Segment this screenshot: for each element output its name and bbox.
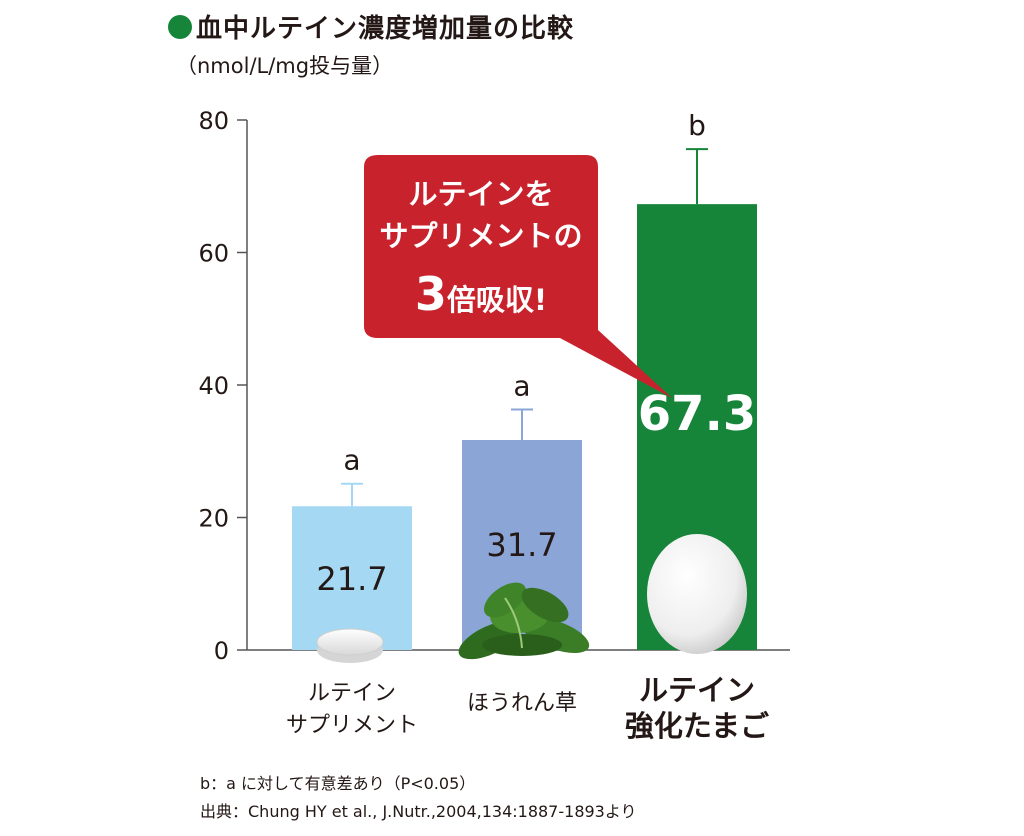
egg-shape bbox=[647, 534, 747, 654]
callout-multiplier: 3 bbox=[415, 267, 447, 321]
egg-icon bbox=[647, 534, 747, 654]
callout-shape bbox=[364, 155, 672, 398]
category-label-2-line-1: ほうれん草 bbox=[467, 691, 577, 716]
callout-line1: ルテインを bbox=[408, 177, 553, 211]
callout-line2: サプリメントの bbox=[379, 219, 582, 253]
chart-title: 血中ルテイン濃度増加量の比較 bbox=[196, 14, 575, 44]
significance-label-1: a bbox=[343, 444, 360, 477]
spinach-stem bbox=[504, 597, 523, 649]
callout-line3: 3倍吸収! bbox=[415, 267, 547, 321]
value-label-3: 67.3 bbox=[638, 386, 756, 442]
chart-title-row: 血中ルテイン濃度増加量の比較 bbox=[168, 8, 574, 45]
y-tick-label: 80 bbox=[198, 107, 229, 135]
bar-1 bbox=[292, 506, 412, 650]
spinach-leaf bbox=[483, 582, 527, 618]
value-label-2: 31.7 bbox=[486, 526, 557, 564]
source-note: 出典：Chung HY et al., J.Nutr.,2004,134:188… bbox=[200, 802, 637, 821]
category-label-1-line-1: ルテイン bbox=[308, 681, 396, 706]
y-tick-label: 60 bbox=[198, 240, 229, 268]
callout-bubble: ルテインを サプリメントの 3倍吸収! bbox=[364, 155, 672, 398]
spinach-icon bbox=[458, 582, 590, 660]
value-label-1: 21.7 bbox=[316, 560, 387, 598]
y-axis-unit: （nmol/L/mg投与量） bbox=[176, 54, 394, 78]
tablet-top bbox=[316, 628, 384, 656]
spinach-leaf bbox=[521, 587, 569, 623]
significance-label-2: a bbox=[513, 370, 530, 403]
green-dot-icon bbox=[168, 14, 192, 39]
category-label-3-line-1: ルテイン bbox=[639, 673, 755, 707]
y-tick-label: 40 bbox=[198, 372, 229, 400]
category-label-1-line-2: サプリメント bbox=[286, 713, 418, 738]
callout-line3-rest: 倍吸収! bbox=[447, 283, 547, 317]
significance-label-3: b bbox=[688, 109, 706, 142]
y-tick-label: 20 bbox=[198, 505, 229, 533]
y-tick-label: 0 bbox=[214, 637, 229, 665]
footnotes: b：a に対して有意差あり（P<0.05） 出典：Chung HY et al.… bbox=[200, 770, 637, 826]
tablet-icon bbox=[316, 628, 384, 663]
category-label-3-line-2: 強化たまご bbox=[625, 709, 769, 743]
significance-note: b：a に対して有意差あり（P<0.05） bbox=[200, 774, 476, 793]
icon-layer bbox=[316, 534, 747, 663]
